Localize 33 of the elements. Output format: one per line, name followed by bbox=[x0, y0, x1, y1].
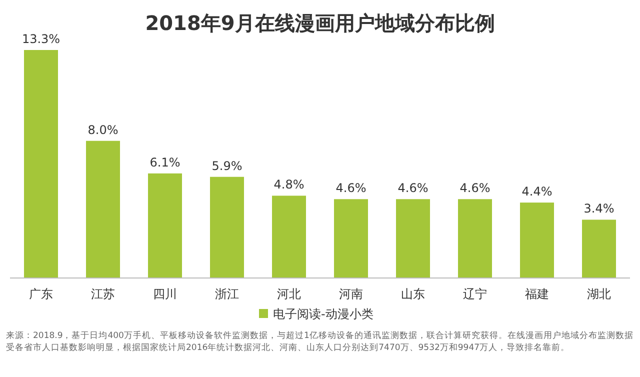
x-tick-label: 山东 bbox=[401, 287, 425, 301]
x-tick-label: 河南 bbox=[339, 287, 363, 301]
source-note: 来源：2018.9，基于日均400万手机、平板移动设备软件监测数据，与超过1亿移动设备的通讯监测数据，联合计算研究获得。在线漫画用户地域分布监测数据受各省市人口基数影响明显，根据国家统计局2016年统计数据河北、河南、山东人口分别达到7470万、9532万和9947万人，导致排名靠前。 bbox=[6, 330, 634, 354]
data-label: 3.4% bbox=[584, 202, 614, 216]
x-tick-label: 四川 bbox=[153, 287, 177, 301]
data-label: 4.6% bbox=[398, 181, 428, 196]
bar bbox=[582, 220, 616, 278]
data-label: 4.6% bbox=[460, 181, 490, 196]
bar bbox=[86, 140, 120, 278]
bar bbox=[24, 50, 58, 278]
data-label: 13.3% bbox=[22, 32, 60, 46]
bar bbox=[396, 199, 430, 278]
x-tick-label: 广东 bbox=[29, 287, 53, 301]
x-tick-label: 浙江 bbox=[215, 287, 239, 301]
legend-label: 电子阅读-动漫小类 bbox=[273, 307, 374, 321]
x-tick-label: 辽宁 bbox=[463, 287, 487, 301]
data-label: 6.1% bbox=[150, 155, 180, 170]
x-tick-label: 福建 bbox=[525, 287, 549, 301]
x-tick-label: 江苏 bbox=[91, 287, 115, 301]
x-tick-label: 河北 bbox=[277, 287, 301, 301]
bar bbox=[272, 196, 306, 278]
x-tick-label: 湖北 bbox=[587, 287, 611, 301]
bar bbox=[210, 176, 244, 278]
chart-title: 2018年9月在线漫画用户地域分布比例 bbox=[145, 11, 495, 35]
data-label: 5.9% bbox=[212, 158, 242, 173]
bar bbox=[458, 199, 492, 278]
bar bbox=[520, 202, 554, 278]
data-label: 4.6% bbox=[336, 181, 366, 196]
data-label: 4.8% bbox=[274, 178, 304, 192]
bar bbox=[148, 173, 182, 278]
bar bbox=[334, 199, 368, 278]
data-label: 4.4% bbox=[522, 184, 552, 199]
data-label: 8.0% bbox=[88, 122, 118, 137]
